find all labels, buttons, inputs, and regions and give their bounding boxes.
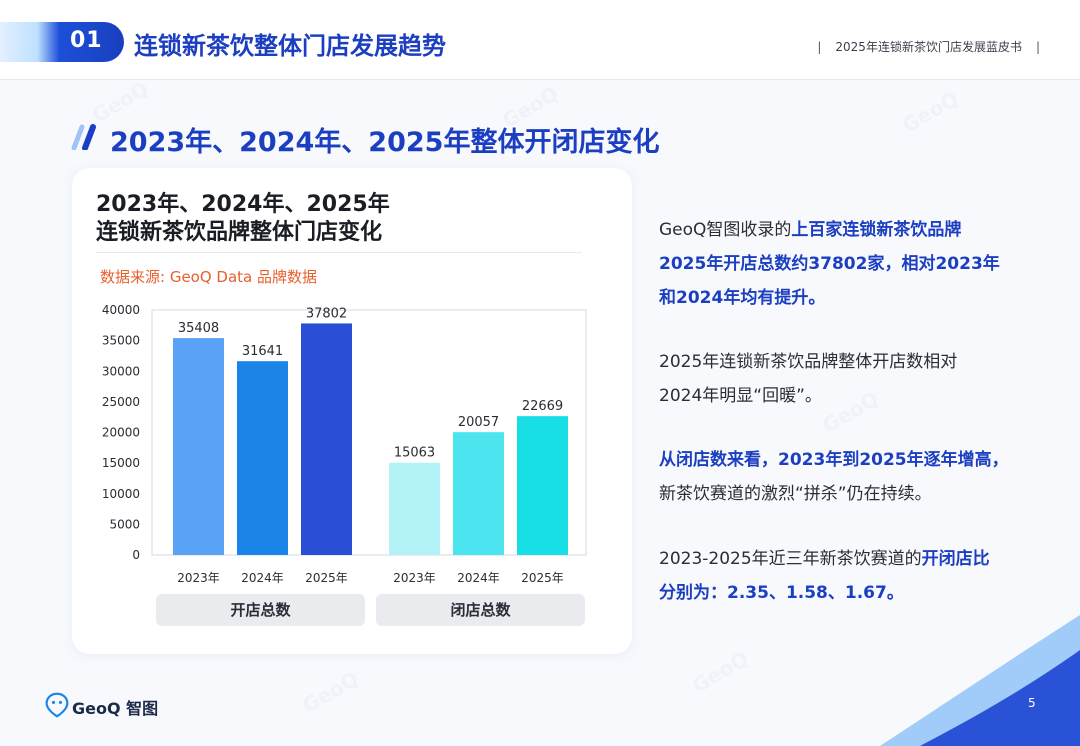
x-tick-label: 2023年 — [177, 571, 220, 585]
watermark: GeoQ — [298, 666, 363, 718]
y-tick-label: 20000 — [102, 426, 140, 440]
y-tick-label: 25000 — [102, 395, 140, 409]
y-tick-label: 15000 — [102, 456, 140, 470]
bar — [517, 416, 568, 555]
x-tick-label: 2023年 — [393, 571, 436, 585]
data-label: 37802 — [306, 306, 347, 321]
bar — [237, 361, 288, 555]
data-label: 15063 — [394, 446, 435, 461]
y-tick-label: 40000 — [102, 303, 140, 317]
section-number: 01 — [70, 28, 103, 53]
logo-text: GeoQ 智图 — [72, 699, 159, 718]
section-title: 连锁新茶饮整体门店发展趋势 — [134, 32, 446, 60]
y-tick-label: 5000 — [109, 517, 140, 531]
y-tick-label: 10000 — [102, 487, 140, 501]
bar — [301, 323, 352, 555]
x-tick-label: 2024年 — [241, 571, 284, 585]
bar — [389, 462, 440, 555]
data-label: 31641 — [242, 344, 283, 359]
sub-heading: 2023年、2024年、2025年整体开闭店变化 — [110, 127, 660, 158]
chart-card: 2023年、2024年、2025年 连锁新茶饮品牌整体门店变化 数据来源: Ge… — [72, 168, 632, 654]
y-tick-label: 0 — [132, 548, 140, 562]
section-badge — [0, 22, 124, 62]
paragraph-2: 2025年连锁新茶饮品牌整体开店数相对 2024年明显“回暖”。 — [659, 352, 958, 406]
group-label-close: 闭店总数 — [376, 594, 585, 626]
slash-icon — [71, 124, 96, 150]
paragraph-1: GeoQ智图收录的上百家连锁新茶饮品牌 2025年开店总数约37802家，相对2… — [659, 220, 1000, 308]
plot-frame — [151, 309, 587, 556]
bar — [173, 338, 224, 555]
data-label: 20057 — [458, 415, 499, 430]
page-number: 5 — [1028, 696, 1036, 710]
group-label-open: 开店总数 — [156, 594, 365, 626]
chart-title-line1: 2023年、2024年、2025年 — [96, 192, 390, 217]
geoq-logo-icon — [45, 692, 69, 718]
x-tick-label: 2025年 — [521, 571, 564, 585]
data-source: 数据来源: GeoQ Data 品牌数据 — [100, 268, 318, 286]
paragraph-4: 2023-2025年近三年新茶饮赛道的开闭店比 分别为：2.35、1.58、1.… — [659, 549, 990, 603]
bar — [453, 432, 504, 555]
paragraph-3: 从闭店数来看，2023年到2025年逐年增高， 新茶饮赛道的激烈“拼杀”仍在持续… — [659, 450, 1009, 504]
chart-title-line2: 连锁新茶饮品牌整体门店变化 — [96, 220, 383, 245]
data-label: 35408 — [178, 321, 219, 336]
watermark: GeoQ — [688, 646, 753, 698]
x-tick-label: 2024年 — [457, 571, 500, 585]
y-tick-label: 35000 — [102, 334, 140, 348]
x-tick-label: 2025年 — [305, 571, 348, 585]
bar-chart: 0 5000 10000 15000 20000 25000 30000 35000 40000… — [102, 303, 587, 585]
divider — [96, 252, 582, 253]
y-tick-label: 30000 — [102, 364, 140, 378]
watermark: GeoQ — [898, 86, 963, 138]
page-header: 01 连锁新茶饮整体门店发展趋势 | 2025年连锁新茶饮门店发展蓝皮书 | — [0, 0, 1080, 80]
data-label: 22669 — [522, 399, 563, 414]
book-title: | 2025年连锁新茶饮门店发展蓝皮书 | — [817, 40, 1040, 54]
